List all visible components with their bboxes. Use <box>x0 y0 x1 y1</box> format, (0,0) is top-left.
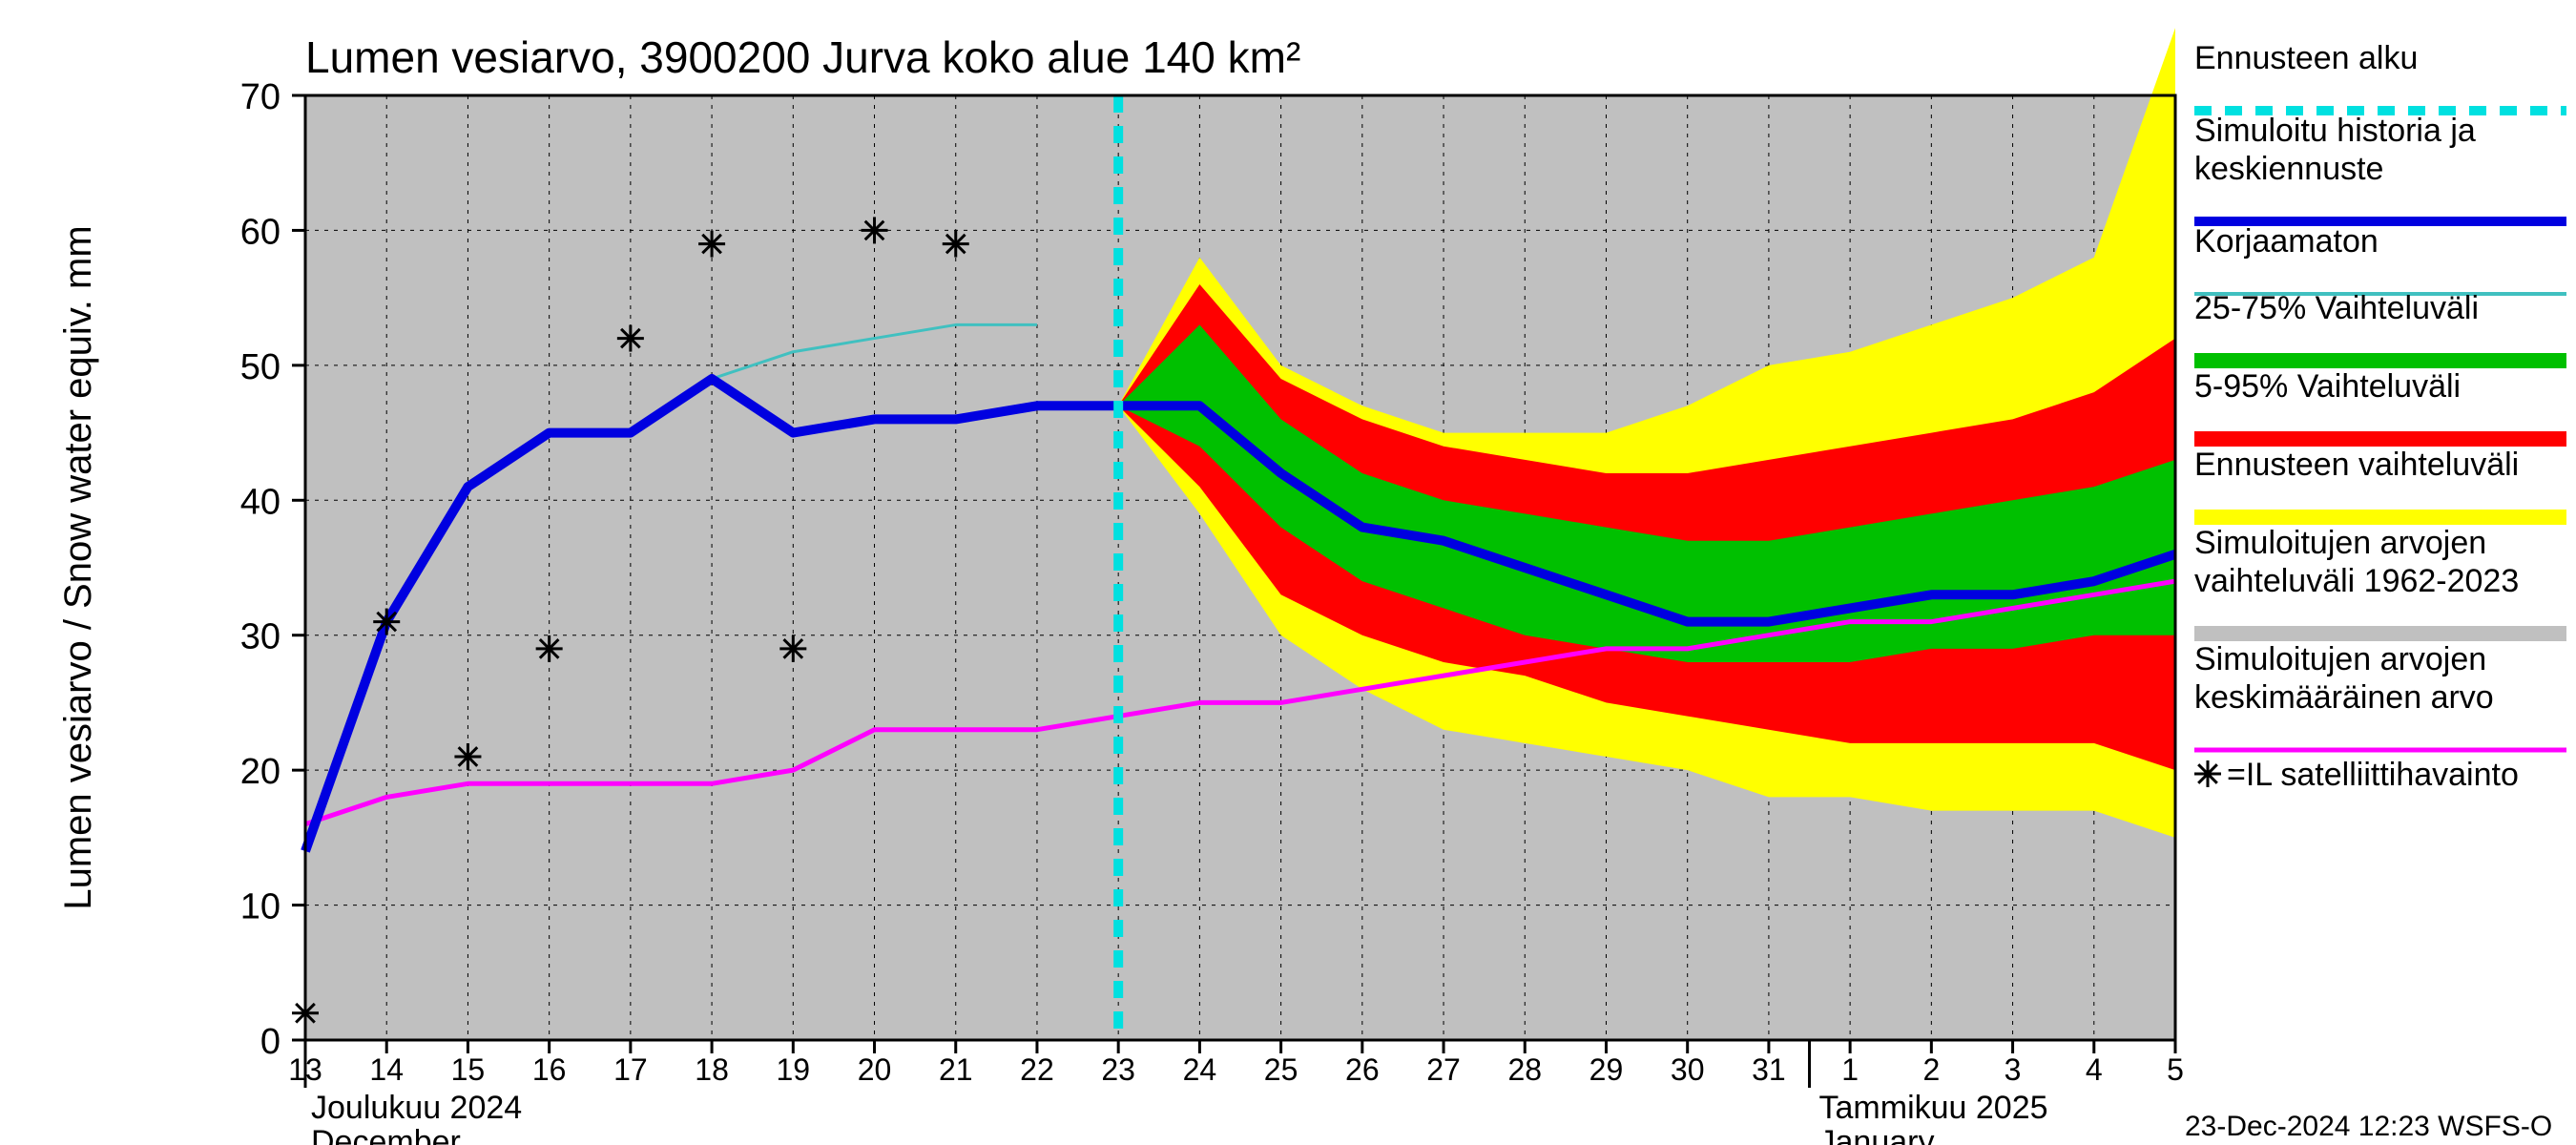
svg-text:3: 3 <box>2005 1052 2022 1087</box>
svg-text:60: 60 <box>240 212 280 252</box>
svg-text:Joulukuu 2024: Joulukuu 2024 <box>311 1090 522 1126</box>
svg-text:Ennusteen alku: Ennusteen alku <box>2194 40 2418 76</box>
svg-text:27: 27 <box>1426 1052 1461 1087</box>
svg-text:21: 21 <box>939 1052 973 1087</box>
svg-text:31: 31 <box>1752 1052 1786 1087</box>
svg-text:Lumen vesiarvo / Snow water eq: Lumen vesiarvo / Snow water equiv. mm <box>57 225 99 909</box>
svg-text:December: December <box>311 1124 461 1145</box>
chart-container: { "title": "Lumen vesiarvo, 3900200 Jurv… <box>0 0 2576 1145</box>
svg-text:18: 18 <box>695 1052 729 1087</box>
svg-text:19: 19 <box>777 1052 811 1087</box>
svg-text:Simuloitujen arvojen: Simuloitujen arvojen <box>2194 525 2486 561</box>
snow-water-chart: 0102030405060701314151617181920212223242… <box>0 0 2576 1145</box>
svg-text:Simuloitujen arvojen: Simuloitujen arvojen <box>2194 641 2486 677</box>
svg-text:5-95% Vaihteluväli: 5-95% Vaihteluväli <box>2194 368 2461 405</box>
svg-text:keskiennuste: keskiennuste <box>2194 151 2383 187</box>
svg-text:50: 50 <box>240 347 280 387</box>
svg-text:23: 23 <box>1101 1052 1135 1087</box>
svg-text:Lumen vesiarvo, 3900200 Jurva: Lumen vesiarvo, 3900200 Jurva koko alue … <box>305 32 1300 82</box>
svg-text:=IL satelliittihavainto: =IL satelliittihavainto <box>2227 757 2519 793</box>
svg-text:17: 17 <box>613 1052 648 1087</box>
svg-text:15: 15 <box>451 1052 486 1087</box>
svg-text:Simuloitu historia ja: Simuloitu historia ja <box>2194 113 2476 149</box>
svg-text:10: 10 <box>240 887 280 927</box>
svg-text:5: 5 <box>2167 1052 2184 1087</box>
svg-text:16: 16 <box>532 1052 567 1087</box>
svg-text:2: 2 <box>1922 1052 1940 1087</box>
svg-text:28: 28 <box>1507 1052 1542 1087</box>
svg-text:29: 29 <box>1589 1052 1624 1087</box>
svg-text:24: 24 <box>1183 1052 1217 1087</box>
svg-text:22: 22 <box>1020 1052 1054 1087</box>
svg-text:Korjaamaton: Korjaamaton <box>2194 223 2379 260</box>
svg-text:70: 70 <box>240 77 280 117</box>
svg-text:0: 0 <box>260 1022 280 1062</box>
svg-text:26: 26 <box>1345 1052 1380 1087</box>
svg-text:20: 20 <box>858 1052 892 1087</box>
svg-text:vaihteluväli 1962-2023: vaihteluväli 1962-2023 <box>2194 563 2519 599</box>
svg-text:40: 40 <box>240 482 280 522</box>
svg-text:keskimääräinen arvo: keskimääräinen arvo <box>2194 679 2494 716</box>
svg-text:30: 30 <box>240 617 280 657</box>
svg-text:23-Dec-2024 12:23 WSFS-O: 23-Dec-2024 12:23 WSFS-O <box>2185 1111 2552 1142</box>
svg-text:20: 20 <box>240 752 280 792</box>
svg-text:14: 14 <box>369 1052 404 1087</box>
svg-text:1: 1 <box>1841 1052 1859 1087</box>
svg-text:Tammikuu 2025: Tammikuu 2025 <box>1819 1090 2048 1126</box>
svg-text:30: 30 <box>1671 1052 1705 1087</box>
svg-text:January: January <box>1819 1124 1935 1145</box>
svg-text:25-75% Vaihteluväli: 25-75% Vaihteluväli <box>2194 290 2479 326</box>
svg-text:4: 4 <box>2086 1052 2103 1087</box>
svg-text:25: 25 <box>1264 1052 1298 1087</box>
svg-text:Ennusteen vaihteluväli: Ennusteen vaihteluväli <box>2194 447 2519 483</box>
